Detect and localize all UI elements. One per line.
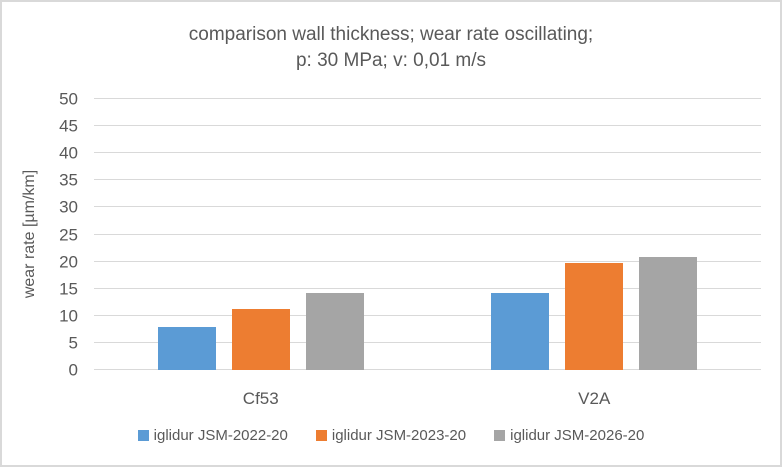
y-tick-label: 15 bbox=[59, 279, 78, 299]
category-label-cf53: Cf53 bbox=[242, 389, 279, 408]
y-tick-label: 35 bbox=[59, 170, 78, 190]
gridline bbox=[94, 287, 761, 289]
chart-title: comparison wall thickness; wear rate osc… bbox=[2, 22, 780, 74]
y-tick-label: 50 bbox=[59, 89, 78, 109]
y-tick-label: 20 bbox=[59, 252, 78, 272]
gridline bbox=[94, 152, 761, 154]
legend-item-iglidur-jsm-2022-20: iglidur JSM-2022-20 bbox=[137, 427, 288, 444]
y-tick-label: 30 bbox=[59, 197, 78, 217]
legend-item-iglidur-jsm-2023-20: iglidur JSM-2023-20 bbox=[315, 427, 467, 444]
gridline bbox=[94, 369, 761, 370]
legend-label: iglidur JSM-2022-20 bbox=[153, 427, 288, 444]
gridline bbox=[94, 206, 761, 208]
gridline bbox=[94, 260, 761, 262]
chart-title-line-2: p: 30 MPa; v: 0,01 m/s bbox=[295, 50, 487, 71]
gridline bbox=[94, 341, 761, 343]
y-tick-label: 25 bbox=[59, 225, 78, 244]
gridline bbox=[94, 233, 761, 235]
y-tick-label: 45 bbox=[59, 116, 78, 136]
legend-swatch bbox=[137, 430, 149, 441]
plot-area bbox=[94, 98, 761, 370]
chart-title-line-1: comparison wall thickness; wear rate osc… bbox=[188, 24, 594, 45]
bar-iglidur-jsm-2023-20 bbox=[565, 263, 624, 370]
bar-iglidur-jsm-2022-20 bbox=[491, 293, 550, 370]
bar-iglidur-jsm-2023-20 bbox=[231, 309, 290, 370]
y-tick-label: 5 bbox=[68, 333, 78, 353]
y-tick-label: 40 bbox=[59, 143, 78, 163]
gridline bbox=[94, 125, 761, 127]
bar-iglidur-jsm-2022-20 bbox=[157, 326, 216, 370]
gridline bbox=[94, 314, 761, 316]
category-label-v2a: V2A bbox=[578, 389, 611, 408]
legend: iglidur JSM-2022-20 iglidur JSM-2023-20 ig… bbox=[2, 427, 780, 444]
y-axis-tick-labels: 0 5 10 15 20 25 30 35 40 45 50 bbox=[2, 91, 78, 379]
gridline bbox=[94, 98, 761, 99]
legend-label: iglidur JSM-2023-20 bbox=[331, 427, 467, 444]
y-tick-label: 0 bbox=[68, 360, 78, 380]
legend-swatch bbox=[494, 430, 506, 441]
y-tick-label: 10 bbox=[59, 306, 78, 326]
legend-label: iglidur JSM-2026-20 bbox=[510, 427, 645, 444]
bar-iglidur-jsm-2026-20 bbox=[305, 293, 364, 370]
bar-group-cf53 bbox=[157, 99, 364, 370]
bar-group-v2a bbox=[491, 99, 698, 370]
legend-item-iglidur-jsm-2026-20: iglidur JSM-2026-20 bbox=[494, 427, 644, 444]
legend-swatch bbox=[315, 430, 327, 441]
x-axis-category-labels: Cf53 V2A bbox=[94, 389, 761, 411]
gridline bbox=[94, 179, 761, 181]
bar-iglidur-jsm-2026-20 bbox=[639, 257, 698, 370]
